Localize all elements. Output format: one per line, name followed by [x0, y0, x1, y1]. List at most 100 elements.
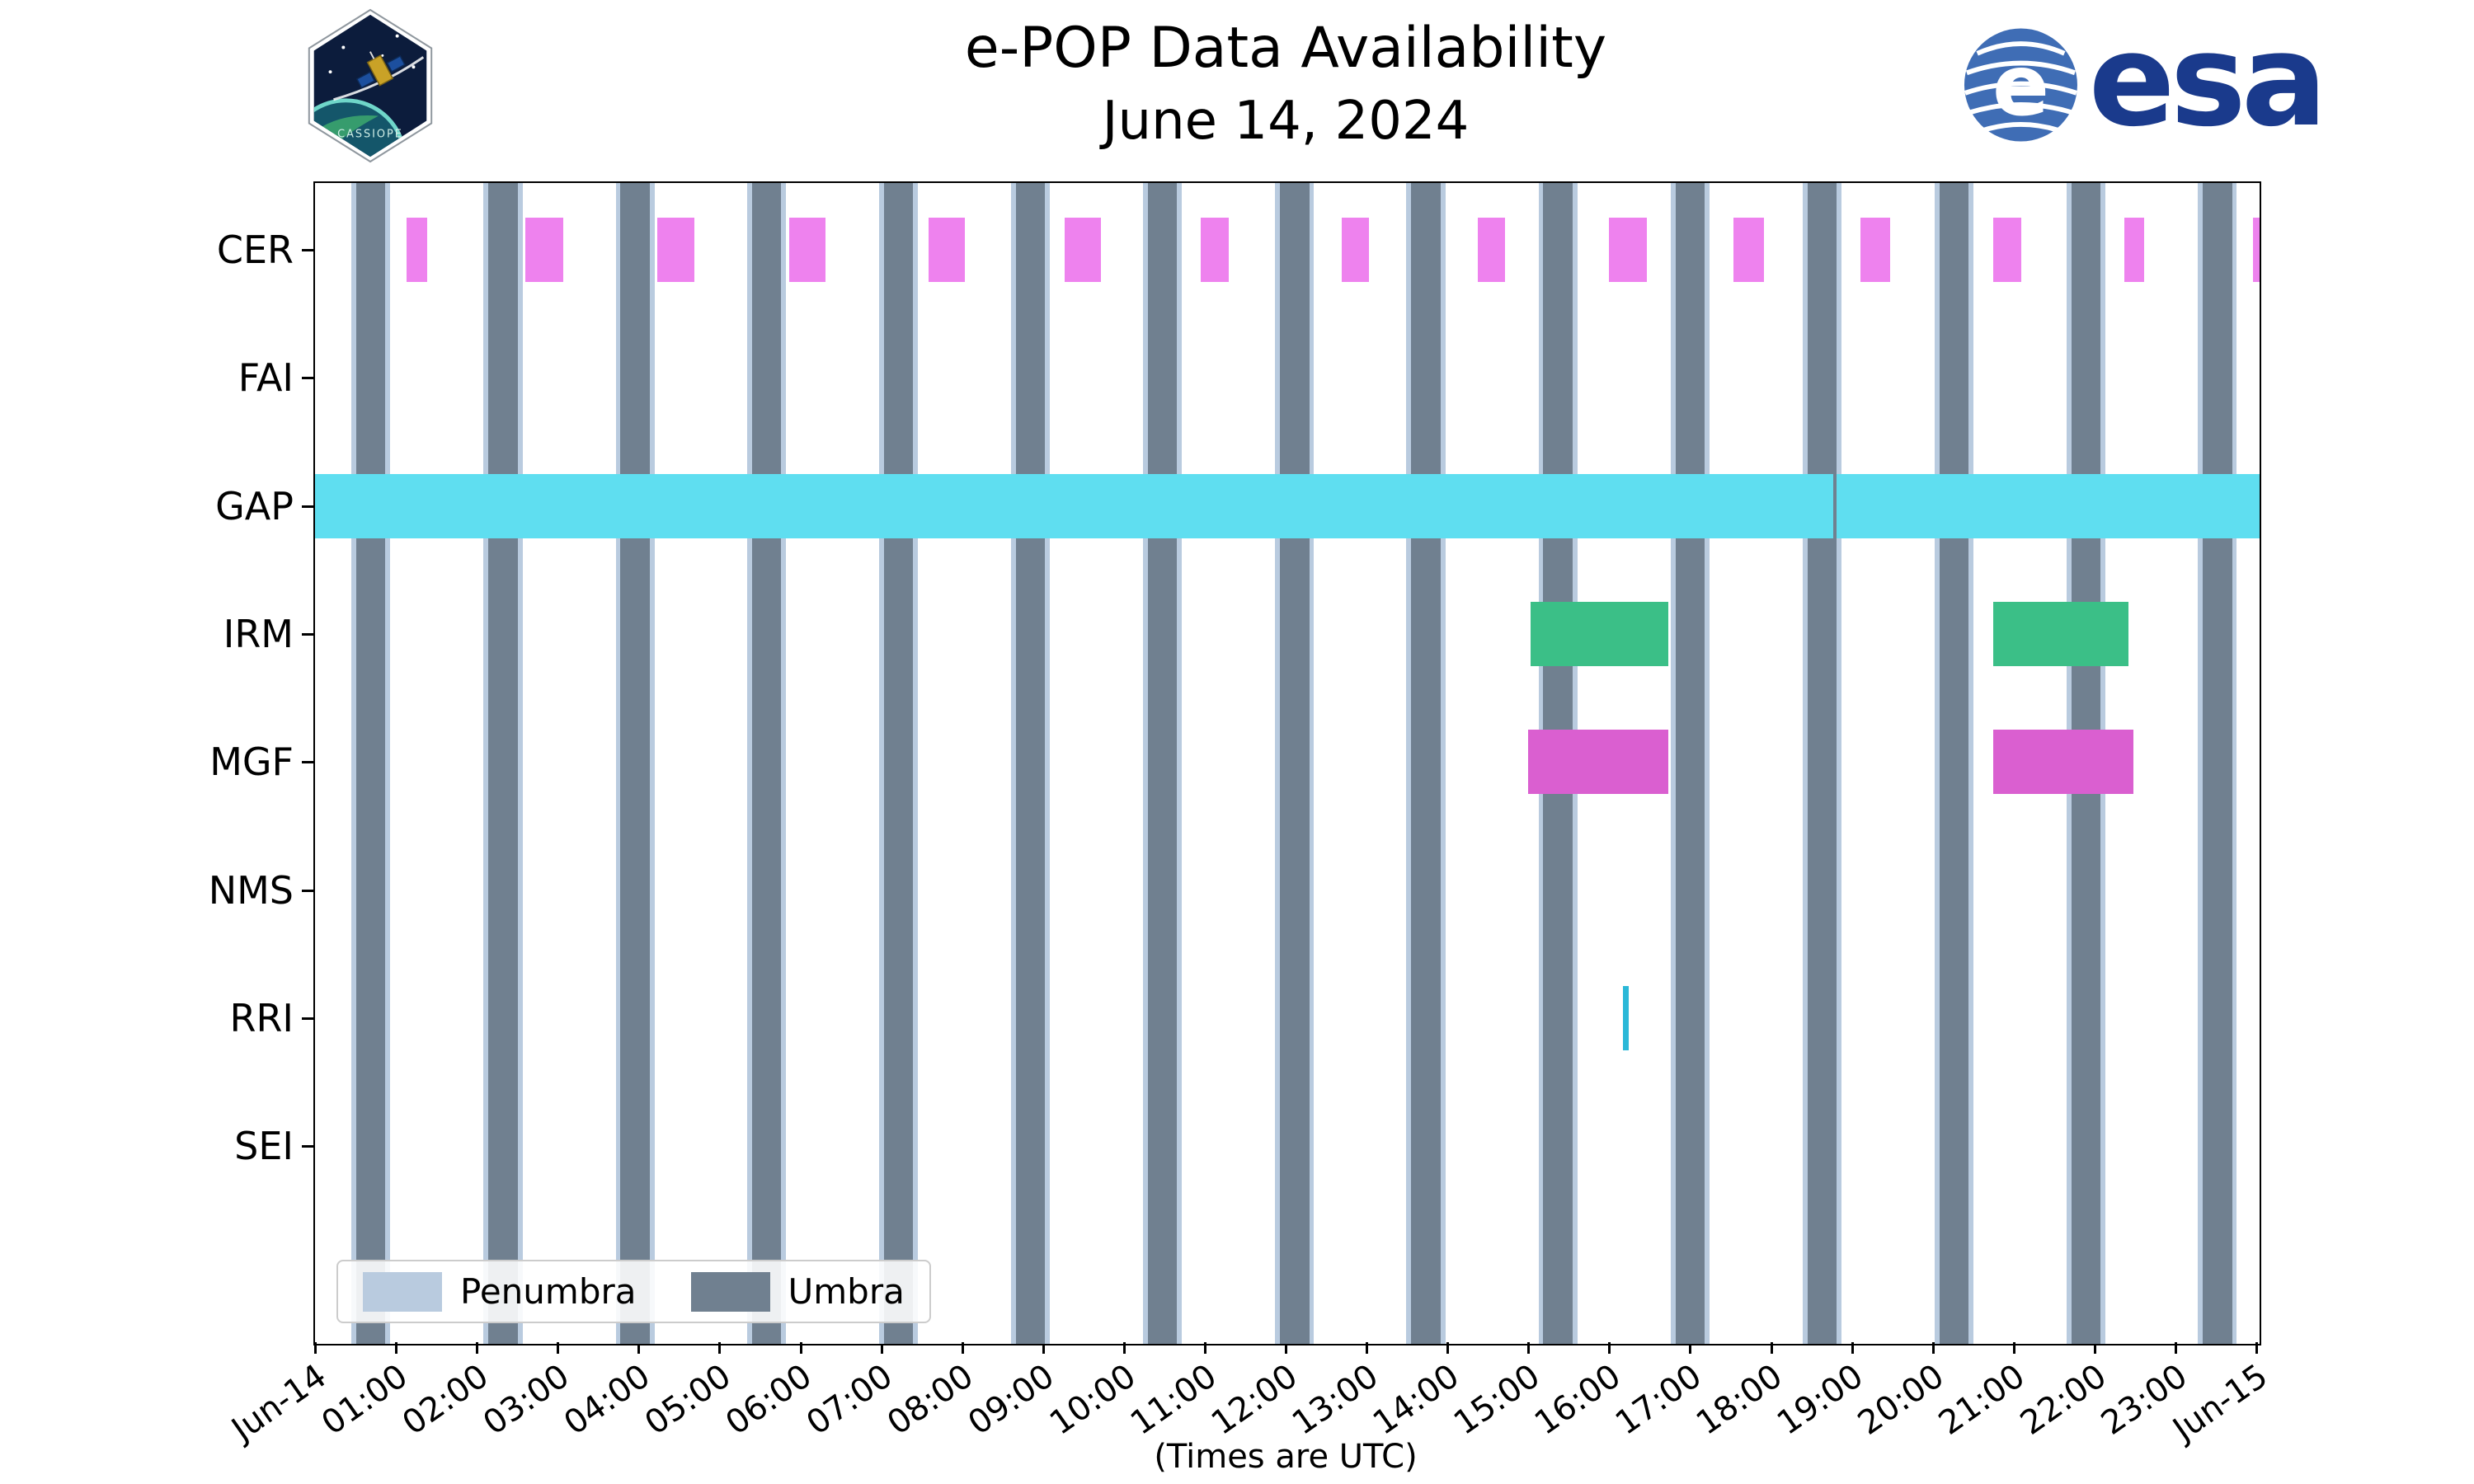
penumbra-bar — [1177, 183, 1183, 1344]
x-tick — [880, 1342, 883, 1354]
x-tick — [1770, 1342, 1773, 1354]
cer-data-bar — [1733, 218, 1764, 282]
x-tick — [1527, 1342, 1531, 1354]
mgf-data-bar — [1527, 730, 1668, 795]
umbra-swatch — [690, 1271, 770, 1312]
x-tick — [1446, 1342, 1450, 1354]
x-tick-label: 21:00 — [1932, 1357, 2033, 1443]
x-tick — [1689, 1342, 1692, 1354]
umbra-bar — [1015, 183, 1046, 1344]
penumbra-bar — [385, 183, 391, 1344]
title-block: e-POP Data Availability June 14, 2024 — [313, 13, 2258, 154]
umbra-bar — [1807, 183, 1837, 1344]
irm-data-bar — [1530, 601, 1668, 666]
y-axis-label-nms: NMS — [208, 867, 294, 913]
x-tick — [476, 1342, 479, 1354]
x-tick-label: 15:00 — [1446, 1357, 1547, 1443]
x-tick — [2012, 1342, 2015, 1354]
patch-satellite — [355, 51, 406, 89]
gap-data-bar — [315, 473, 1834, 538]
x-tick-label: 10:00 — [1042, 1357, 1143, 1443]
x-tick-label: 12:00 — [1204, 1357, 1305, 1443]
x-tick-label: 13:00 — [1285, 1357, 1385, 1443]
umbra-bar — [1411, 183, 1441, 1344]
x-tick — [1285, 1342, 1287, 1354]
y-axis-label-rri: RRI — [229, 995, 294, 1040]
x-tick-label: 11:00 — [1123, 1357, 1224, 1443]
umbra-bar — [1675, 183, 1705, 1344]
penumbra-bar — [483, 183, 489, 1344]
rri-data-bar — [1622, 985, 1629, 1050]
penumbra-bar — [780, 183, 786, 1344]
x-tick-label: 07:00 — [800, 1357, 900, 1443]
cer-data-bar — [2124, 218, 2145, 282]
penumbra-bar — [517, 183, 523, 1344]
x-tick — [2093, 1342, 2096, 1354]
patch-earth-limb — [313, 98, 407, 157]
penumbra-bar — [1670, 183, 1676, 1344]
y-axis-label-cer: CER — [216, 228, 294, 272]
cer-data-bar — [1477, 218, 1506, 282]
gap-data-bar — [1837, 473, 2260, 538]
x-tick — [637, 1342, 641, 1354]
cer-data-bar — [2253, 218, 2260, 282]
penumbra-bar — [1045, 183, 1051, 1344]
mgf-data-bar — [1992, 730, 2133, 795]
penumbra-bar — [1440, 183, 1446, 1344]
umbra-bar — [1148, 183, 1178, 1344]
cer-data-bar — [1064, 218, 1102, 282]
penumbra-bar — [1704, 183, 1710, 1344]
umbra-bar — [2203, 183, 2232, 1344]
x-tick — [2255, 1342, 2258, 1354]
umbra-bar — [356, 183, 386, 1344]
cer-data-bar — [1992, 218, 2022, 282]
x-tick-label: 04:00 — [557, 1357, 657, 1443]
y-axis-label-gap: GAP — [215, 483, 294, 528]
x-tick — [961, 1342, 964, 1354]
y-tick — [302, 761, 313, 764]
cer-data-bar — [928, 218, 965, 282]
y-tick — [302, 1145, 313, 1148]
cer-data-bar — [1341, 218, 1370, 282]
umbra-bar — [620, 183, 650, 1344]
cer-data-bar — [525, 218, 563, 282]
cer-data-bar — [407, 218, 427, 282]
penumbra-bar — [1309, 183, 1315, 1344]
x-tick — [799, 1342, 802, 1354]
penumbra-bar — [913, 183, 918, 1344]
x-tick — [557, 1342, 560, 1354]
penumbra-bar — [1143, 183, 1148, 1344]
penumbra-bar — [1802, 183, 1808, 1344]
x-tick — [1203, 1342, 1206, 1354]
penumbra-bar — [615, 183, 621, 1344]
y-tick — [302, 249, 313, 251]
penumbra-bar — [1837, 183, 1842, 1344]
x-tick — [2174, 1342, 2177, 1354]
x-tick — [718, 1342, 722, 1354]
legend-entry-penumbra: Penumbra — [363, 1271, 637, 1312]
cassiope-mission-patch: CASSIOPE — [308, 8, 433, 163]
penumbra-swatch — [363, 1271, 442, 1312]
irm-data-bar — [1992, 601, 2128, 666]
x-tick — [1122, 1342, 1126, 1354]
umbra-label: Umbra — [788, 1271, 905, 1312]
x-tick — [1851, 1342, 1854, 1354]
x-tick-label: 01:00 — [314, 1357, 415, 1443]
y-axis-label-fai: FAI — [238, 355, 294, 401]
y-tick — [302, 1017, 313, 1020]
penumbra-bar — [1010, 183, 1016, 1344]
esa-wordmark-text: esa — [2089, 23, 2323, 147]
y-tick — [302, 632, 313, 636]
y-axis-label-irm: IRM — [223, 611, 294, 656]
penumbra-bar — [1275, 183, 1281, 1344]
umbra-bar — [751, 183, 781, 1344]
penumbra-bar — [746, 183, 752, 1344]
cer-data-bar — [1200, 218, 1230, 282]
penumbra-label: Penumbra — [460, 1271, 637, 1312]
penumbra-bar — [649, 183, 655, 1344]
x-tick-label: 06:00 — [719, 1357, 819, 1443]
x-tick-label: 05:00 — [637, 1357, 738, 1443]
cer-data-bar — [788, 218, 825, 282]
y-tick — [302, 505, 313, 508]
x-tick-label: 20:00 — [1851, 1357, 1952, 1443]
